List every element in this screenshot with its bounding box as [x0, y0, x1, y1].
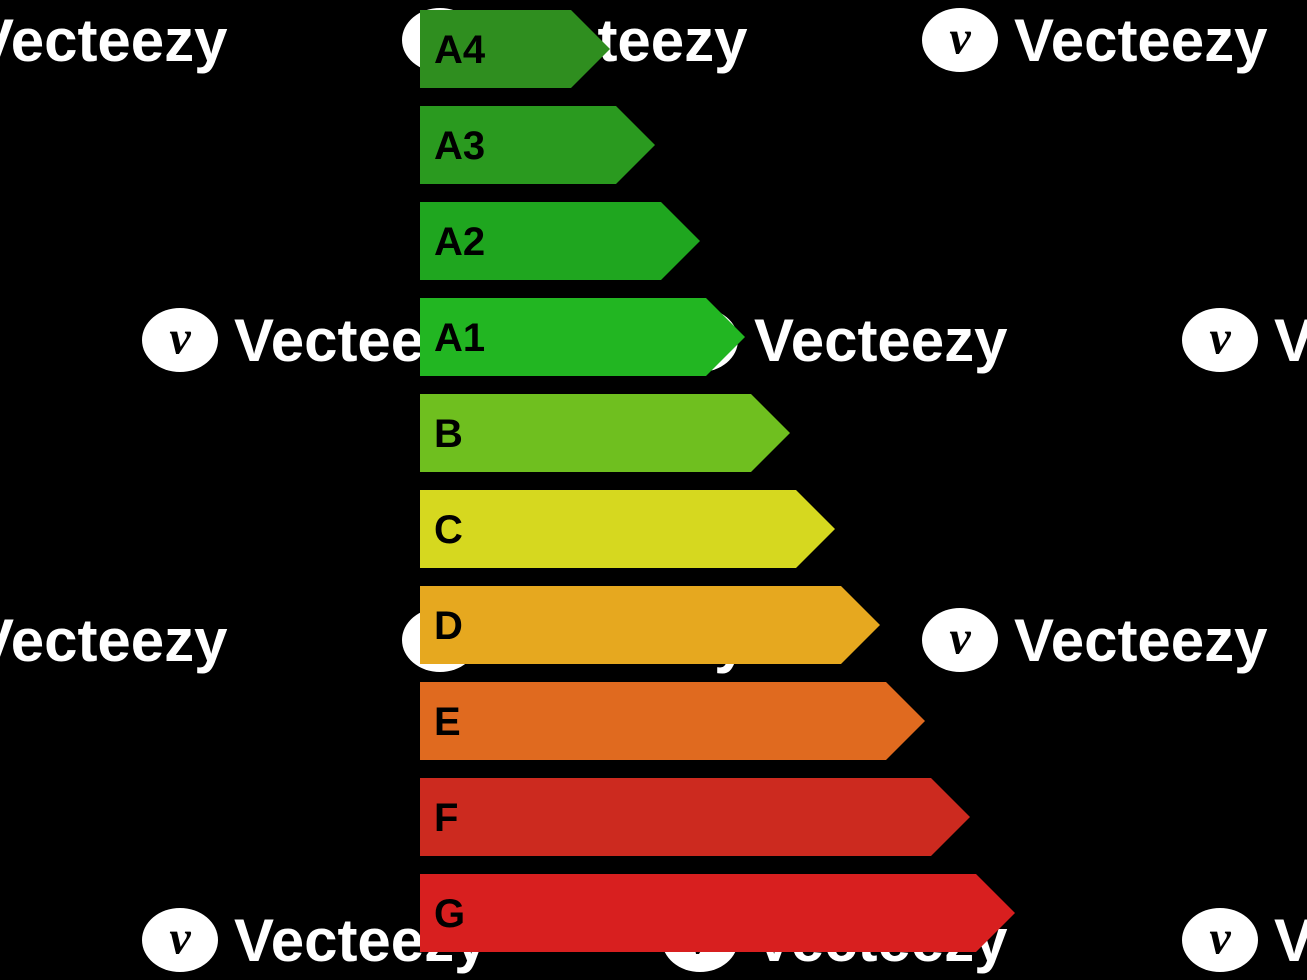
watermark-text: Vecteezy [1014, 7, 1268, 74]
watermark: vVecteezy [0, 7, 228, 74]
rating-bar: A1 [420, 298, 745, 376]
watermark-text: Vecteezy [0, 7, 228, 74]
watermark: v Vecteezy [922, 7, 1268, 74]
rating-bar: A4 [420, 10, 610, 88]
watermark-text: Vecteezy [1274, 907, 1307, 974]
rating-bar-shape [420, 586, 880, 664]
rating-bar: F [420, 778, 970, 856]
watermark: vVecteezy [0, 607, 228, 674]
rating-bar-label: A3 [434, 124, 485, 168]
watermark-icon-glyph: v [1209, 311, 1231, 364]
rating-bar-label: A4 [434, 28, 486, 72]
rating-bar: C [420, 490, 835, 568]
watermark-text: Vecteezy [1274, 307, 1307, 374]
watermark: v Vecteezy [1182, 907, 1307, 974]
rating-bar-label: A1 [434, 316, 485, 360]
watermark-icon-glyph: v [169, 911, 191, 964]
watermark: v Vecteezy [1182, 307, 1307, 374]
rating-bar-label: D [434, 604, 463, 648]
rating-bar-shape [420, 394, 790, 472]
rating-bar-label: A2 [434, 220, 485, 264]
watermark-icon-glyph: v [169, 311, 191, 364]
watermark-icon-glyph: v [949, 11, 971, 64]
rating-bar: A2 [420, 202, 700, 280]
rating-bar-shape [420, 682, 925, 760]
rating-bar-shape [420, 490, 835, 568]
rating-bar: E [420, 682, 925, 760]
rating-bar-label: E [434, 700, 461, 744]
rating-bar-shape [420, 778, 970, 856]
watermark-icon-glyph: v [1209, 911, 1231, 964]
rating-bar-shape [420, 874, 1015, 952]
rating-bar-label: C [434, 508, 463, 552]
watermark-text: Vecteezy [1014, 607, 1268, 674]
rating-bar-label: F [434, 796, 458, 840]
rating-bar: B [420, 394, 790, 472]
rating-bar-label: B [434, 412, 463, 456]
watermark: v Vecteezy [922, 607, 1268, 674]
stage: v Vecteezy v Vecteezy v Vecteezy v Vecteezy v Vec… [0, 0, 1307, 980]
rating-bar: G [420, 874, 1015, 952]
watermark-icon-glyph: v [949, 611, 971, 664]
watermark-text: Vecteezy [754, 307, 1008, 374]
watermark-text: Vecteezy [0, 607, 228, 674]
rating-bar: A3 [420, 106, 655, 184]
rating-bar-label: G [434, 892, 465, 936]
rating-bar: D [420, 586, 880, 664]
